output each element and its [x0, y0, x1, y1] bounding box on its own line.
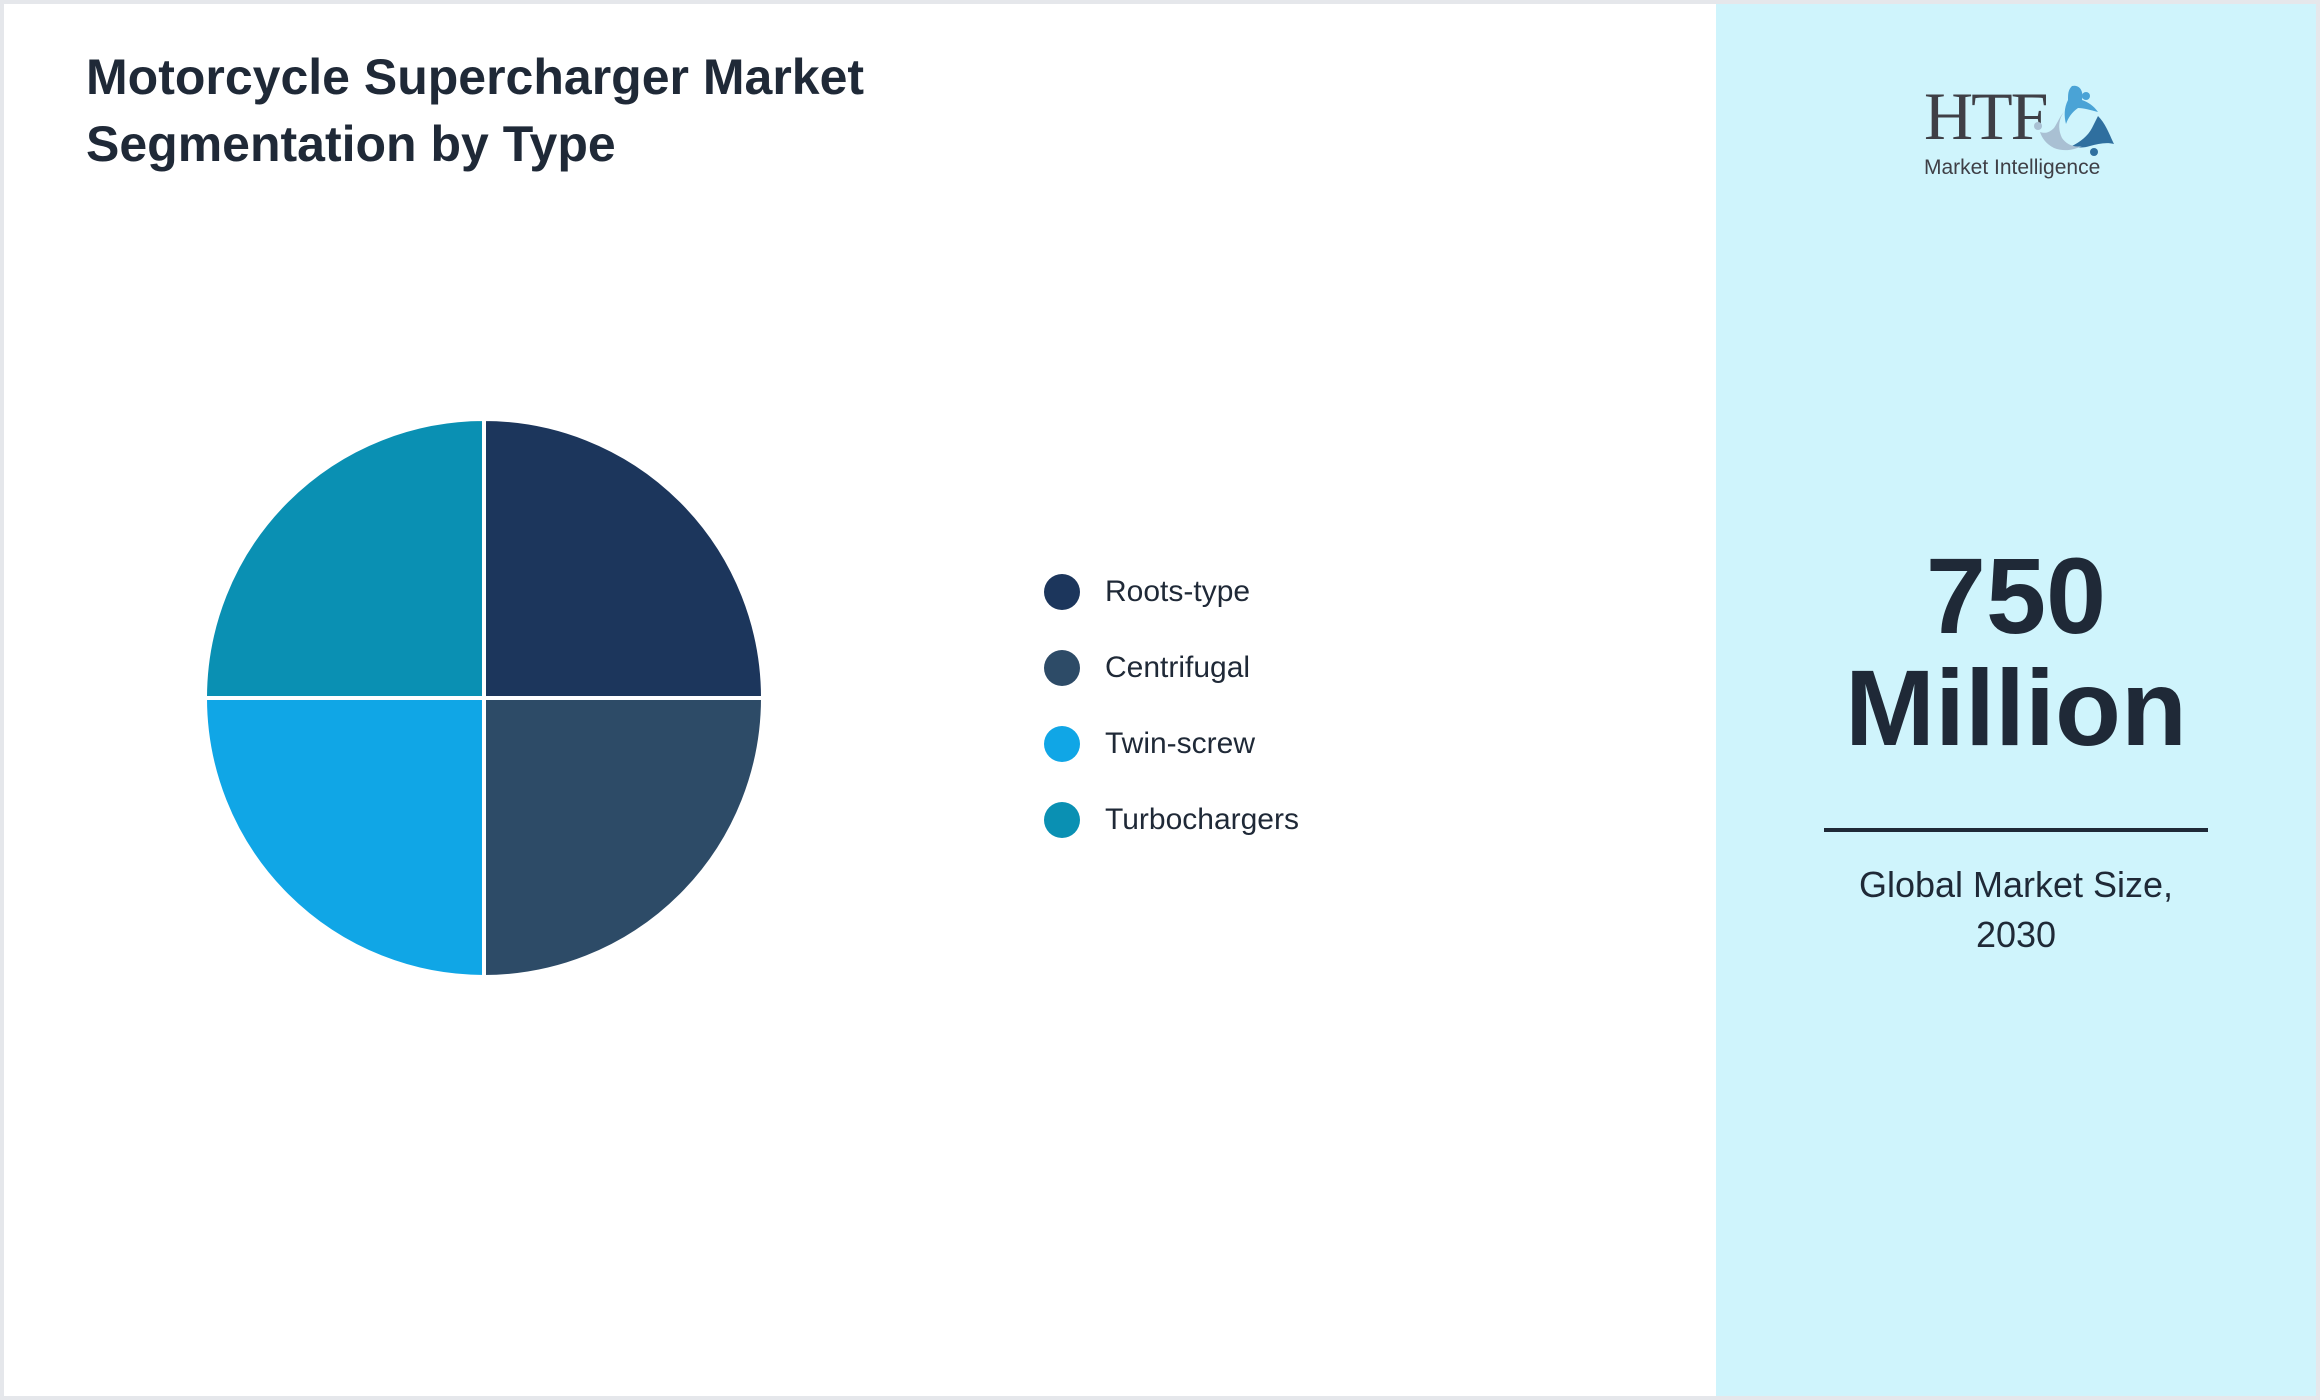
chart-legend: Roots-type Centrifugal Twin-screw Turboc…	[1044, 554, 1299, 858]
title-line-1: Motorcycle Supercharger Market	[86, 49, 865, 105]
pie-slice-centrifugal	[482, 696, 763, 977]
logo-tagline: Market Intelligence	[1924, 156, 2101, 179]
logo-brand: HTF	[1924, 78, 2048, 154]
pie-chart-svg	[205, 419, 763, 977]
market-size-caption: Global Market Size, 2030	[1716, 860, 2316, 960]
legend-item-turbochargers: Turbochargers	[1044, 782, 1299, 858]
legend-label: Centrifugal	[1105, 651, 1251, 684]
pie-slice-roots-type	[482, 419, 763, 700]
legend-swatch-icon	[1044, 574, 1080, 610]
legend-swatch-icon	[1044, 726, 1080, 762]
summary-divider	[1824, 828, 2208, 832]
market-size-number: 750	[1925, 535, 2107, 656]
legend-label: Roots-type	[1105, 575, 1251, 608]
title-line-2: Segmentation by Type	[86, 116, 616, 172]
pie-slice-turbochargers	[205, 419, 486, 700]
chart-panel: Motorcycle Supercharger Market Segmentat…	[4, 4, 1716, 1396]
page-title: Motorcycle Supercharger Market Segmentat…	[86, 44, 1086, 178]
legend-item-twin-screw: Twin-screw	[1044, 706, 1299, 782]
market-size-value: 750 Million	[1716, 540, 2316, 764]
legend-label: Twin-screw	[1105, 727, 1256, 760]
page-frame: Motorcycle Supercharger Market Segmentat…	[4, 4, 2316, 1396]
caption-line-1: Global Market Size,	[1858, 864, 2174, 905]
legend-item-centrifugal: Centrifugal	[1044, 630, 1299, 706]
legend-swatch-icon	[1044, 802, 1080, 838]
legend-swatch-icon	[1044, 650, 1080, 686]
legend-item-roots-type: Roots-type	[1044, 554, 1299, 630]
market-size-unit: Million	[1845, 647, 2187, 768]
pie-chart	[205, 419, 763, 977]
summary-panel: HTF Market Intelligence 750 Million Glob…	[1716, 4, 2316, 1396]
htf-logo: HTF Market Intelligence	[1924, 76, 2114, 186]
pie-slice-twin-screw	[205, 696, 486, 977]
people-circle-logo-icon	[2034, 85, 2114, 156]
caption-line-2: 2030	[1975, 914, 2057, 955]
legend-label: Turbochargers	[1105, 803, 1299, 836]
